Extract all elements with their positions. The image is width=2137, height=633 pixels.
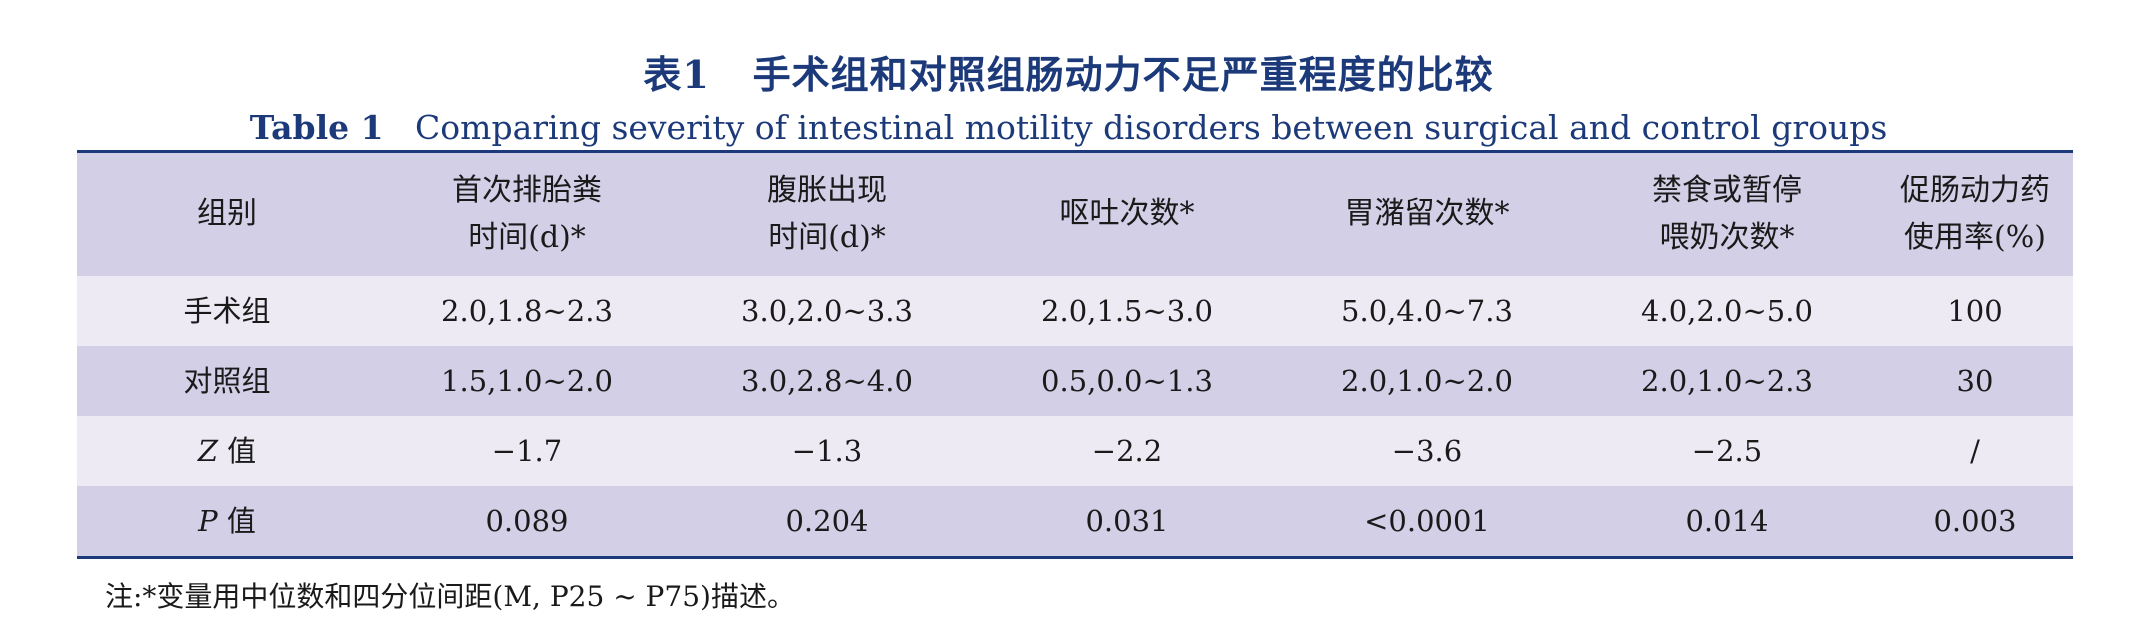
table-cell: 4.0,2.0~5.0 [1641,293,1813,328]
table-label-english: Table 1 [249,108,384,147]
row-label: P 值 [198,503,256,538]
table-cell: / [1970,433,1980,468]
table-cell: 0.089 [485,503,569,538]
header-group: 组别 [197,196,257,232]
table-title-chinese: 表1 手术组和对照组肠动力不足严重程度的比较 [0,44,2137,99]
table-cell: −3.6 [1391,433,1463,468]
table-footnote: 注:*变量用中位数和四分位间距(M, P25 ~ P75)描述。 [105,580,795,613]
table-row-z-value: Z 值 −1.7 −1.3 −2.2 −3.6 −2.5 / [77,416,2073,486]
table-cell: 1.5,1.0~2.0 [441,363,613,398]
table-cell: −1.3 [791,433,863,468]
header-abdominal-distension-time: 腹胀出现 时间(d)* [767,173,887,255]
table-cell: 0.003 [1933,503,2017,538]
table-cell: 2.0,1.5~3.0 [1041,293,1213,328]
table-label-chinese: 表1 [643,52,710,97]
header-first-meconium-time: 首次排胎粪 时间(d)* [452,173,602,255]
header-vomiting-count: 呕吐次数* [1059,196,1195,232]
header-gastric-retention-count: 胃潴留次数* [1344,196,1510,232]
header-fasting-count: 禁食或暂停 喂奶次数* [1652,173,1802,255]
row-label: 手术组 [183,293,271,328]
table-cell: 2.0,1.0~2.0 [1341,363,1513,398]
table-header-row: 组别 首次排胎粪 时间(d)* 腹胀出现 时间(d)* 呕吐次数* 胃潴留次数* 禁… [77,153,2073,276]
table-cell: 2.0,1.0~2.3 [1641,363,1813,398]
table-cell: 0.204 [785,503,869,538]
table-row-p-value: P 值 0.089 0.204 0.031 <0.0001 0.014 0.00… [77,486,2073,556]
row-label: 对照组 [183,363,271,398]
table-cell: −2.5 [1691,433,1763,468]
table-cell: 0.014 [1685,503,1769,538]
table-row-control-group: 对照组 1.5,1.0~2.0 3.0,2.8~4.0 0.5,0.0~1.3 … [77,346,2073,416]
table-cell: 3.0,2.0~3.3 [741,293,913,328]
comparison-table: 组别 首次排胎粪 时间(d)* 腹胀出现 时间(d)* 呕吐次数* 胃潴留次数* 禁… [77,150,2073,559]
header-prokinetic-drug-rate: 促肠动力药 使用率(%) [1900,173,2050,255]
row-label: Z 值 [197,433,257,468]
table-cell: 100 [1947,293,2003,328]
table-cell: −1.7 [491,433,563,468]
table-cell: <0.0001 [1364,503,1490,538]
table-row-surgical-group: 手术组 2.0,1.8~2.3 3.0,2.0~3.3 2.0,1.5~3.0 … [77,276,2073,346]
table-caption-chinese: 手术组和对照组肠动力不足严重程度的比较 [752,52,1494,97]
table-cell: 3.0,2.8~4.0 [741,363,913,398]
table-cell: 2.0,1.8~2.3 [441,293,613,328]
table-cell: 0.031 [1085,503,1169,538]
table-caption-english: Comparing severity of intestinal motilit… [415,108,1888,147]
table-cell: 30 [1956,363,1994,398]
table-cell: 5.0,4.0~7.3 [1341,293,1513,328]
table-cell: 0.5,0.0~1.3 [1041,363,1213,398]
table-cell: −2.2 [1091,433,1163,468]
table-title-english: Table 1 Comparing severity of intestinal… [0,108,2137,147]
